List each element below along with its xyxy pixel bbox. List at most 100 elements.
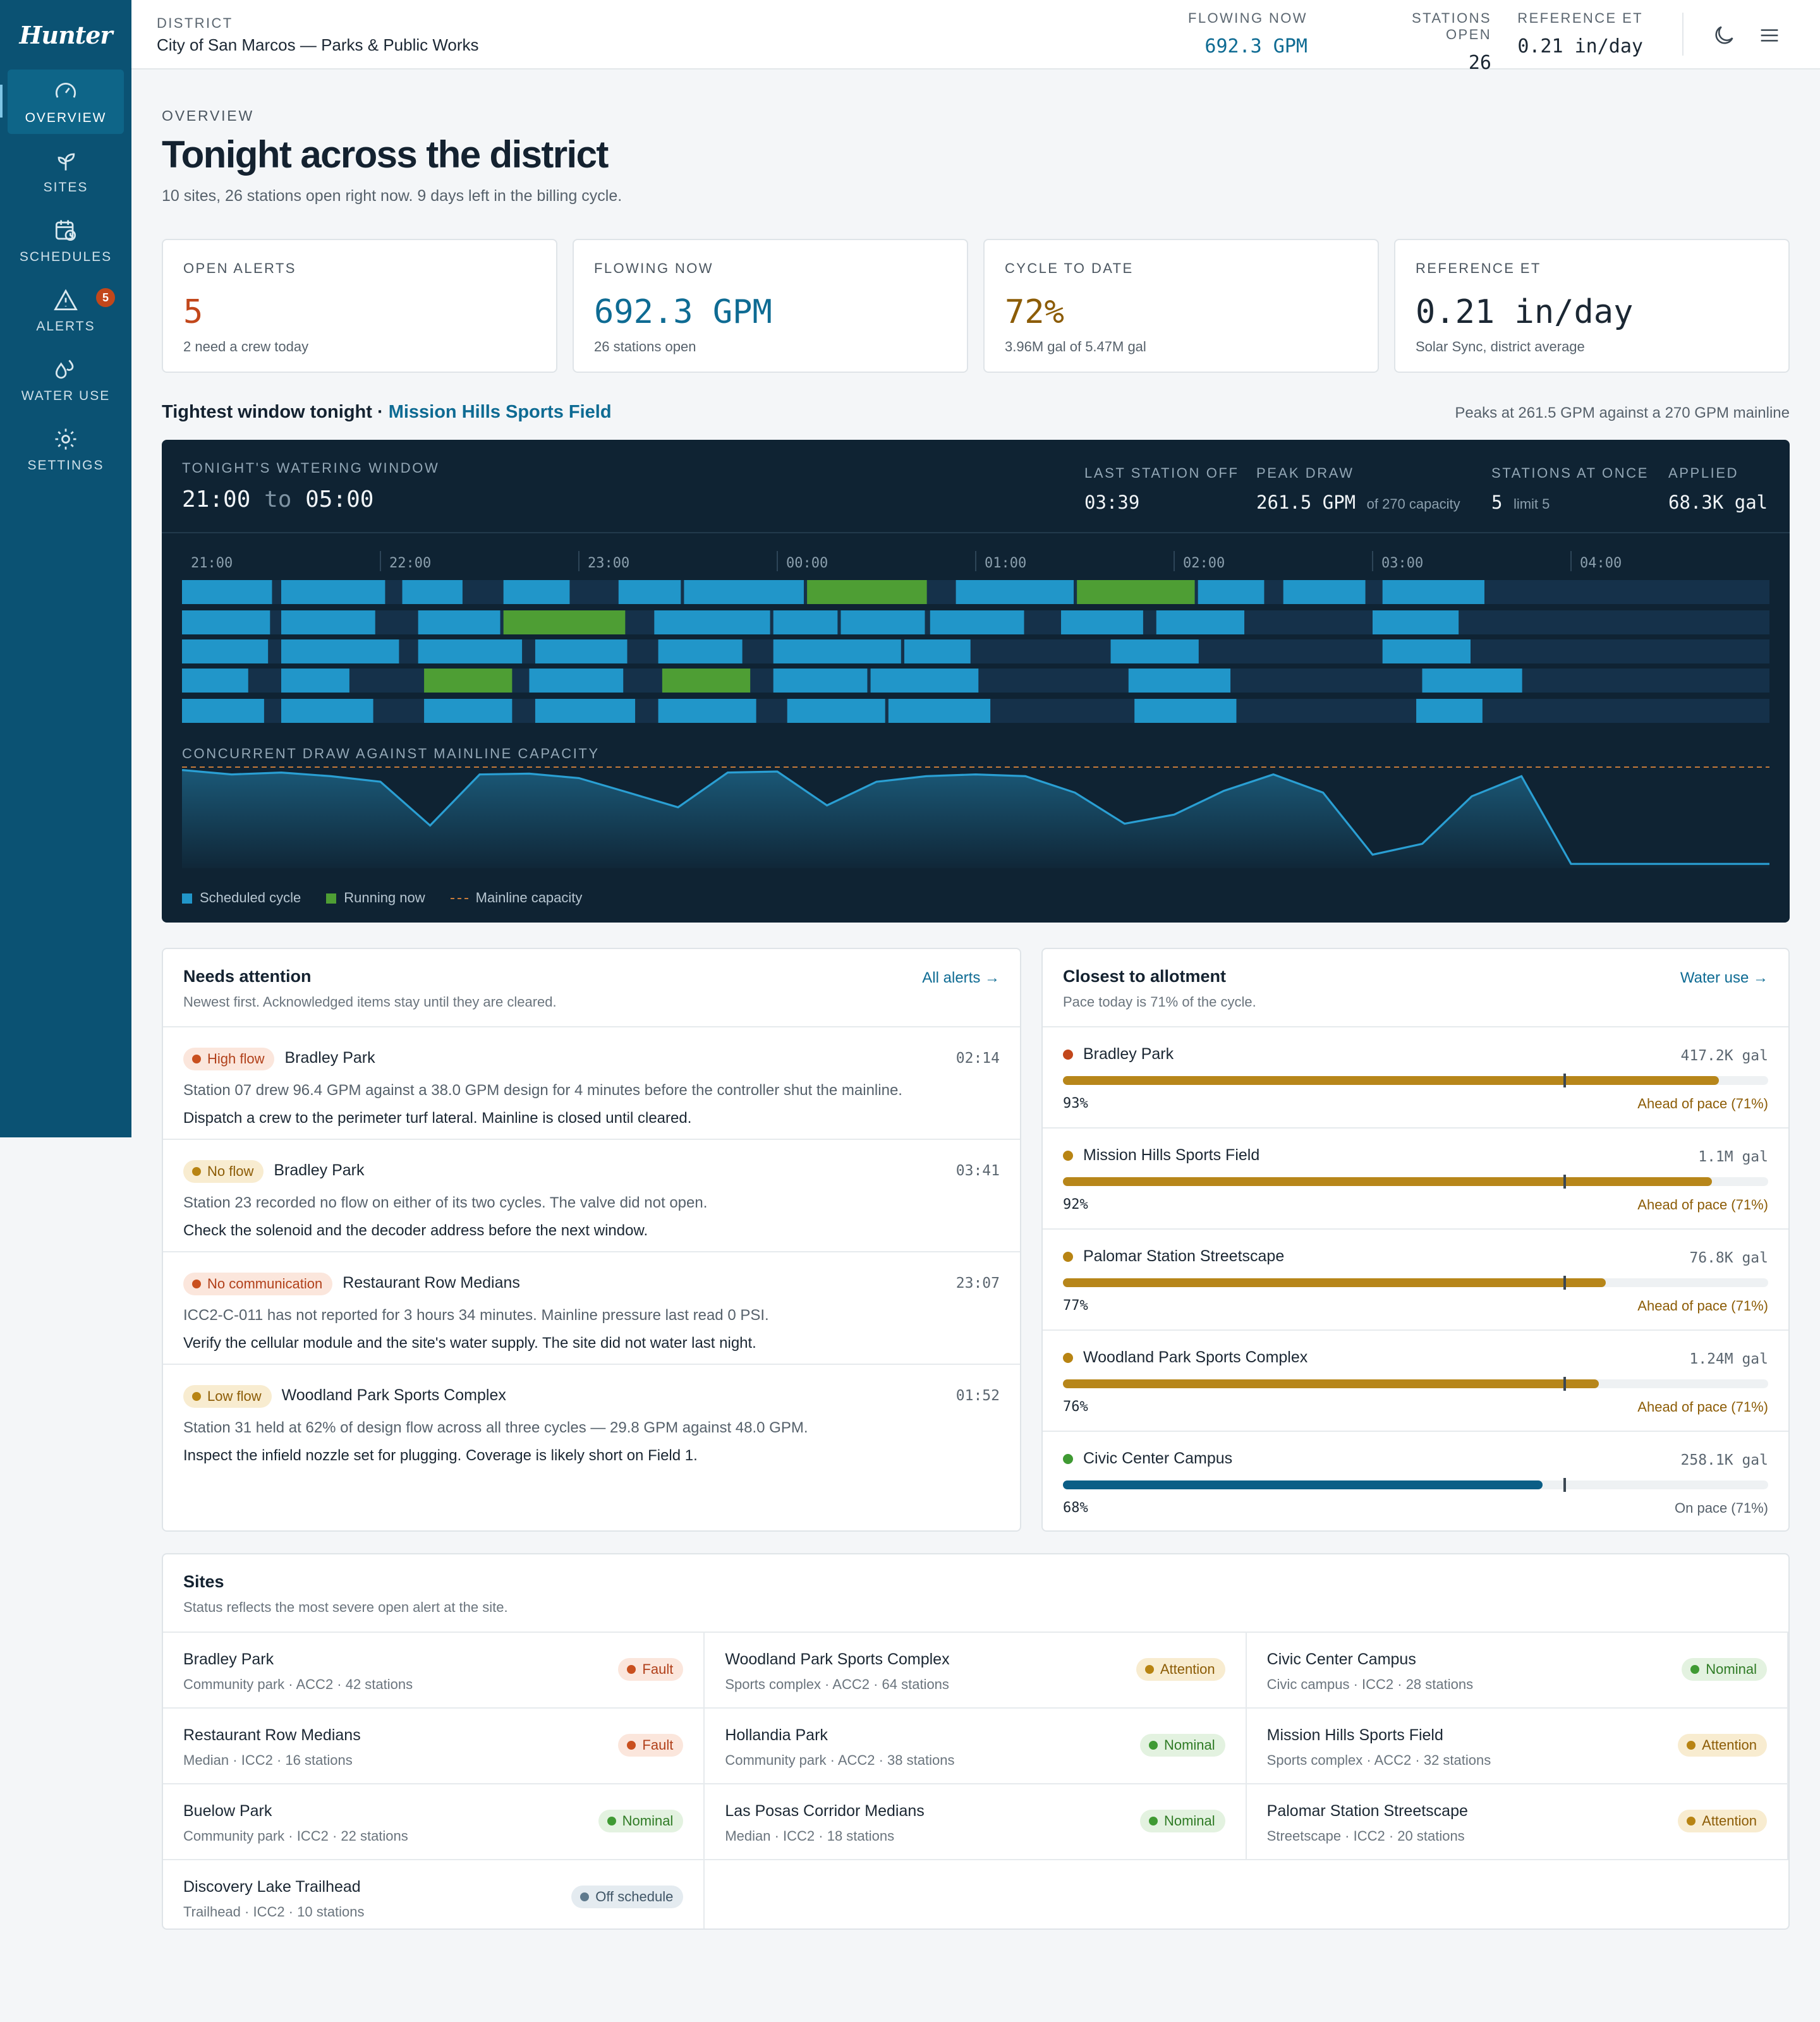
site-cell[interactable]: Buelow Park Community park · ICC2 · 22 st… xyxy=(163,1784,705,1860)
allotment-item[interactable]: Palomar Station Streetscape 76.8K gal 77% A… xyxy=(1043,1230,1788,1331)
site-cell[interactable]: Palomar Station Streetscape Streetscape ·… xyxy=(1246,1784,1788,1860)
allotment-item[interactable]: Woodland Park Sports Complex 1.24M gal 76%… xyxy=(1043,1331,1788,1432)
water-use-link[interactable]: Water use → xyxy=(1680,969,1768,987)
sidebar-item-alerts[interactable]: ALERTS 5 xyxy=(8,278,124,342)
sidebar-item-sites[interactable]: SITES xyxy=(8,139,124,203)
scheduled-cycle-bar[interactable] xyxy=(870,669,979,693)
kpi-card-cycle-to-date[interactable]: CYCLE TO DATE 72% 3.96M gal of 5.47M gal xyxy=(983,239,1379,373)
scheduled-cycle-bar[interactable] xyxy=(281,669,349,693)
alerts-card-subtitle: Newest first. Acknowledged items stay un… xyxy=(183,994,557,1010)
alert-time: 23:07 xyxy=(956,1275,1000,1292)
scheduled-cycle-bar[interactable] xyxy=(182,580,272,604)
scheduled-cycle-bar[interactable] xyxy=(281,610,375,634)
allotment-card-title: Closest to allotment xyxy=(1063,967,1227,986)
district-name[interactable]: City of San Marcos — Parks & Public Work… xyxy=(157,35,479,54)
scheduled-cycle-bar[interactable] xyxy=(1373,610,1459,634)
scheduled-cycle-bar[interactable] xyxy=(930,610,1024,634)
status-dot xyxy=(1063,1150,1073,1161)
menu-button[interactable] xyxy=(1757,23,1782,48)
site-cell[interactable]: Civic Center Campus Civic campus · ICC2 ·… xyxy=(1246,1633,1788,1709)
sidebar-item-overview[interactable]: OVERVIEW xyxy=(0,70,124,134)
scheduled-cycle-bar[interactable] xyxy=(529,669,624,693)
scheduled-cycle-bar[interactable] xyxy=(1198,580,1265,604)
scheduled-cycle-bar[interactable] xyxy=(773,639,901,663)
window-site-link[interactable]: Mission Hills Sports Field xyxy=(388,402,612,422)
scheduled-cycle-bar[interactable] xyxy=(1134,699,1237,723)
scheduled-cycle-bar[interactable] xyxy=(535,639,628,663)
scheduled-cycle-bar[interactable] xyxy=(535,699,636,723)
kpi-card-flowing-now[interactable]: FLOWING NOW 692.3 GPM 26 stations open xyxy=(573,239,968,373)
scheduled-cycle-bar[interactable] xyxy=(418,610,500,634)
allotment-item[interactable]: Bradley Park 417.2K gal 93% Ahead of pace (… xyxy=(1043,1027,1788,1129)
site-cell[interactable]: Discovery Lake Trailhead Trailhead · ICC2… xyxy=(163,1860,705,1928)
alert-item[interactable]: No flow Bradley Park 03:41 Station 23 recor… xyxy=(163,1140,1020,1252)
scheduled-cycle-bar[interactable] xyxy=(1416,699,1483,723)
site-cell[interactable]: Restaurant Row Medians Median · ICC2 · 16… xyxy=(163,1709,705,1784)
site-cell[interactable]: Hollandia Park Community park · ACC2 · 38… xyxy=(705,1709,1247,1784)
at-once-sub: limit 5 xyxy=(1513,496,1550,512)
alert-item[interactable]: No communication Restaurant Row Medians 23… xyxy=(163,1252,1020,1365)
allotment-progress-bar xyxy=(1063,1478,1768,1492)
scheduled-cycle-bar[interactable] xyxy=(1382,580,1484,604)
site-cell[interactable]: Mission Hills Sports Field Sports complex… xyxy=(1246,1709,1788,1784)
scheduled-cycle-bar[interactable] xyxy=(618,580,681,604)
scheduled-cycle-bar[interactable] xyxy=(1156,610,1245,634)
scheduled-cycle-bar[interactable] xyxy=(658,699,756,723)
running-cycle-bar[interactable] xyxy=(807,580,927,604)
allotment-item[interactable]: Civic Center Campus 258.1K gal 68% On pace … xyxy=(1043,1432,1788,1530)
scheduled-cycle-bar[interactable] xyxy=(1283,580,1366,604)
all-alerts-link[interactable]: All alerts → xyxy=(922,969,1000,987)
scheduled-cycle-bar[interactable] xyxy=(1422,669,1522,693)
kpi-card-open-alerts[interactable]: OPEN ALERTS 5 2 need a crew today xyxy=(162,239,557,373)
scheduled-cycle-bar[interactable] xyxy=(773,669,868,693)
scheduled-cycle-bar[interactable] xyxy=(281,580,385,604)
kpi-subtext: 3.96M gal of 5.47M gal xyxy=(1005,339,1146,354)
site-name: Mission Hills Sports Field xyxy=(1266,1726,1443,1744)
scheduled-cycle-bar[interactable] xyxy=(684,580,804,604)
sidebar-item-settings[interactable]: SETTINGS xyxy=(8,417,124,481)
sidebar-item-schedules[interactable]: SCHEDULES xyxy=(8,209,124,273)
scheduled-cycle-bar[interactable] xyxy=(658,639,743,663)
alert-site: Woodland Park Sports Complex xyxy=(281,1386,506,1405)
scheduled-cycle-bar[interactable] xyxy=(1061,610,1143,634)
scheduled-cycle-bar[interactable] xyxy=(956,580,1074,604)
site-cell[interactable]: Woodland Park Sports Complex Sports compl… xyxy=(705,1633,1247,1709)
alert-item[interactable]: High flow Bradley Park 02:14 Station 07 dre… xyxy=(163,1027,1020,1140)
scheduled-cycle-bar[interactable] xyxy=(904,639,971,663)
scheduled-cycle-bar[interactable] xyxy=(654,610,770,634)
site-status-badge: Nominal xyxy=(1682,1658,1767,1681)
scheduled-cycle-bar[interactable] xyxy=(182,699,264,723)
running-cycle-bar[interactable] xyxy=(424,669,513,693)
scheduled-cycle-bar[interactable] xyxy=(503,580,570,604)
running-cycle-bar[interactable] xyxy=(662,669,751,693)
kpi-card-reference-et[interactable]: REFERENCE ET 0.21 in/day Solar Sync, distr… xyxy=(1394,239,1790,373)
scheduled-cycle-bar[interactable] xyxy=(281,639,399,663)
scheduled-cycle-bar[interactable] xyxy=(182,610,270,634)
scheduled-cycle-bar[interactable] xyxy=(1110,639,1199,663)
last-off-value: 03:39 xyxy=(1084,492,1140,513)
scheduled-cycle-bar[interactable] xyxy=(182,669,248,693)
site-cell[interactable]: Bradley Park Community park · ACC2 · 42 s… xyxy=(163,1633,705,1709)
scheduled-cycle-bar[interactable] xyxy=(418,639,523,663)
status-dot xyxy=(1063,1049,1073,1060)
alert-item[interactable]: Low flow Woodland Park Sports Complex 01:5… xyxy=(163,1365,1020,1477)
brand-logo[interactable]: Hunter xyxy=(19,20,113,49)
scheduled-cycle-bar[interactable] xyxy=(1382,639,1471,663)
site-cell[interactable]: Las Posas Corridor Medians Median · ICC2 … xyxy=(705,1784,1247,1860)
scheduled-cycle-bar[interactable] xyxy=(281,699,373,723)
theme-toggle-button[interactable] xyxy=(1711,23,1737,48)
running-cycle-bar[interactable] xyxy=(503,610,626,634)
site-status-badge: Nominal xyxy=(598,1810,684,1832)
scheduled-cycle-bar[interactable] xyxy=(787,699,885,723)
scheduled-cycle-bar[interactable] xyxy=(1128,669,1231,693)
scheduled-cycle-bar[interactable] xyxy=(840,610,925,634)
scheduled-cycle-bar[interactable] xyxy=(402,580,463,604)
allotment-item[interactable]: Mission Hills Sports Field 1.1M gal 92% Ahe… xyxy=(1043,1129,1788,1230)
page-eyebrow: OVERVIEW xyxy=(162,107,254,124)
running-cycle-bar[interactable] xyxy=(1077,580,1195,604)
scheduled-cycle-bar[interactable] xyxy=(773,610,838,634)
scheduled-cycle-bar[interactable] xyxy=(182,639,269,663)
scheduled-cycle-bar[interactable] xyxy=(888,699,991,723)
scheduled-cycle-bar[interactable] xyxy=(424,699,513,723)
sidebar-item-water-use[interactable]: WATER USE xyxy=(8,348,124,412)
